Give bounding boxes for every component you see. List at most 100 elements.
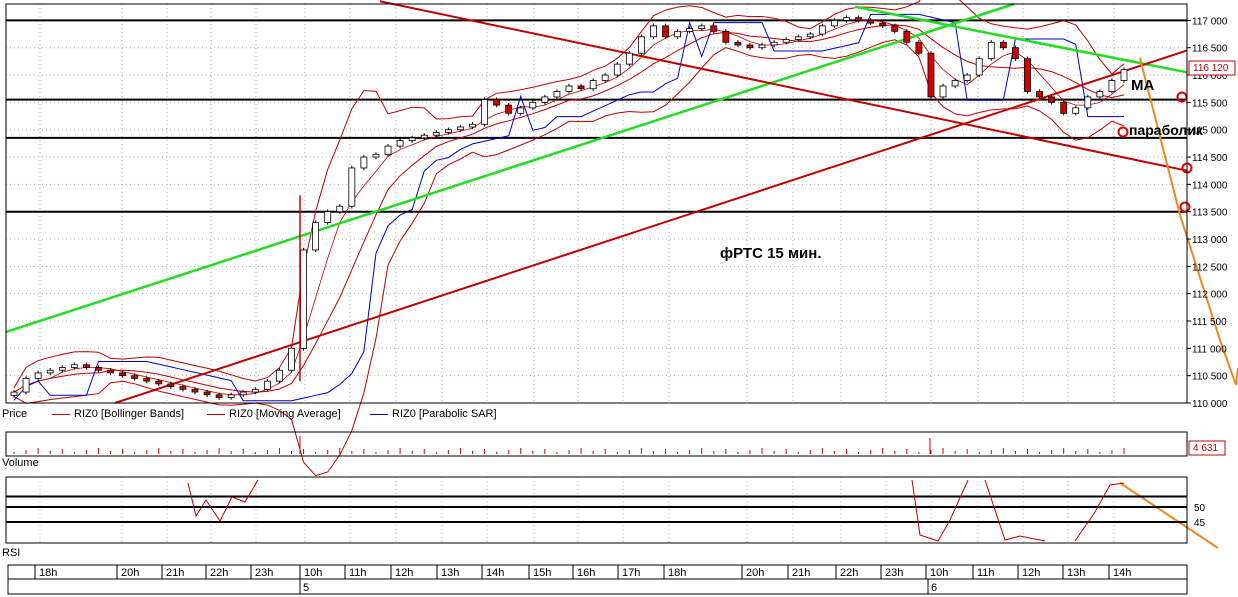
candle-body [432,132,440,136]
candle-body [782,39,790,43]
candle-body [95,367,102,371]
time-tick-label: 20h [746,567,764,579]
time-tick-label: 21h [166,567,184,579]
time-tick-label: 14h [486,567,504,579]
rsi-tick-label: 50 [1194,503,1206,514]
candle-body [855,17,862,21]
annotations: фРТС 15 мин. МА параболик 116 120 4 631 [720,63,1229,454]
rsi-line-segment [1074,482,1125,542]
time-tick-label: 11h [977,567,995,579]
candle-body [1120,69,1128,81]
moving-average-fast [13,19,1125,396]
rsi-tick-label: 45 [1194,518,1206,529]
bollinger-bands [13,0,1125,477]
price-tick-label: 110 500 [1192,372,1228,383]
price-tick-label: 112 000 [1192,290,1228,301]
parabolic-sar-line [13,13,1124,402]
candle-body [650,25,657,38]
price-tick-label: 112 500 [1192,262,1228,273]
candle-body [1024,58,1031,92]
candle-body [203,391,211,396]
candle-body [698,25,706,29]
candle-body [82,364,90,368]
candle-body [722,30,730,43]
price-tick-label: 114 000 [1192,180,1228,191]
time-tick-label: 22h [840,567,858,579]
legend-bollinger: RIZ0 [Bollinger Bands] [52,408,184,420]
candle-body [336,205,344,213]
volume-last-label: 4 631 [1193,443,1218,454]
candle-body [239,391,247,396]
candle-body [215,394,223,398]
candle-body [1060,101,1068,114]
candle-body [348,167,356,207]
candle-body [674,30,681,38]
candle-body [505,104,513,114]
moving-average-line [13,24,1125,393]
candle-body [312,222,320,251]
candle-body [1012,47,1019,60]
price-tick-label: 110 000 [1192,399,1228,410]
candle-body [1072,107,1080,114]
ma-label: МА [1131,77,1154,94]
candle-body [396,140,404,147]
time-tick-label: 15h [533,567,551,579]
candle-body [565,85,573,92]
candle-body [1084,96,1092,109]
candle-body [939,85,947,98]
time-tick-label: 21h [792,567,810,579]
candle-body [843,17,850,21]
candle-body [613,63,621,76]
candle-body [818,25,826,35]
candle-body [227,394,235,398]
candle-body [746,44,754,49]
candle-body [891,25,899,32]
candle-body [143,378,151,382]
candle-body [288,347,295,371]
candle-body [625,52,633,65]
price-tick-label: 114 500 [1192,153,1228,164]
time-tick-label: 10h [304,567,322,579]
candle-body [179,386,187,390]
candle-body [517,107,525,114]
candle-body [34,372,42,379]
green-trendline-down [854,5,1188,74]
candle-body [553,91,561,98]
candle-body [529,101,537,109]
price-tick-label: 111 500 [1192,317,1227,328]
candle-body [46,369,54,374]
candle-body [867,19,875,24]
candle-body [975,58,983,76]
price-tick-label: 115 500 [1192,98,1228,109]
candle-body [263,380,271,390]
time-tick-label: 22h [210,567,228,579]
candle-body [155,380,163,385]
candle-body [1108,80,1116,92]
pane-frames [5,3,1188,595]
candle-body [300,249,307,349]
time-tick-label: 14h [1113,567,1131,579]
price-tick-label: 116 500 [1192,44,1228,55]
candle-body [831,19,838,27]
candle-body [10,391,18,396]
time-tick-label: 16h [577,567,595,579]
horizontal-levels [6,19,1187,213]
price-tick-label: 113 000 [1192,235,1228,246]
candle-body [70,364,78,368]
red-trendline-down [379,0,1188,172]
candle-body [637,36,645,54]
candle-body [493,99,501,106]
legend-price: Price [2,408,28,420]
parabolic-sar [13,13,1124,402]
candle-body [119,372,126,377]
rsi-line-segment [984,479,1046,542]
candle-body [324,211,332,224]
time-tick-label: 12h [395,567,413,579]
candle-body [408,137,416,142]
candle-body [251,388,259,393]
candle-body [107,369,114,374]
candle-body [372,153,380,158]
candle-body [384,145,392,155]
